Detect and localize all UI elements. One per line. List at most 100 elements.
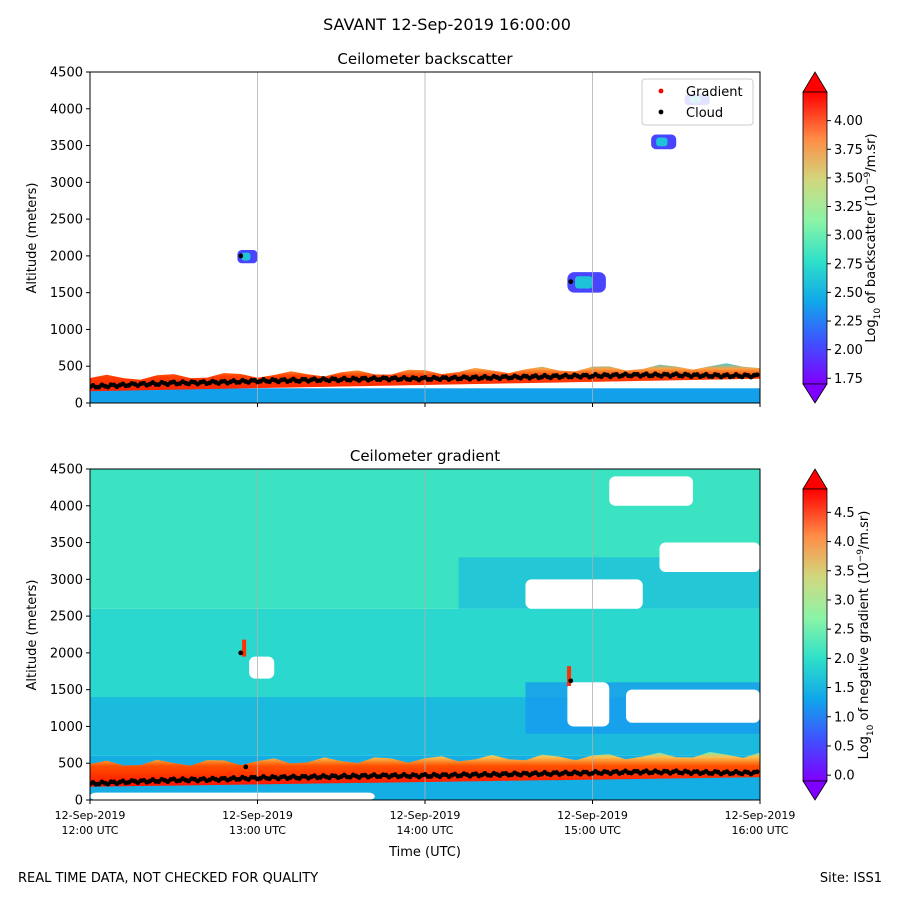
no-data-region <box>249 656 275 679</box>
colorbar-tick-label: 4.0 <box>834 535 855 550</box>
y-tick-label: 1500 <box>50 683 83 698</box>
y-tick-label: 1000 <box>50 323 83 338</box>
y-tick-label: 4500 <box>50 463 83 478</box>
colorbar-tick-label: 3.0 <box>834 593 855 608</box>
cloud-core <box>656 137 668 147</box>
y-tick-label: 0 <box>75 397 83 412</box>
colorbar-tick-label: 4.5 <box>834 506 855 521</box>
colorbar-tick-label: 2.25 <box>834 315 863 330</box>
backscatter-gridlines <box>257 72 593 403</box>
cloud-detection-point <box>568 279 574 285</box>
cloud-core <box>575 276 593 289</box>
gradient-ylabel: Altitude (meters) <box>25 580 40 691</box>
y-tick-label: 1500 <box>50 286 83 301</box>
x-tick-label-time: 16:00 UTC <box>731 824 788 837</box>
gradient-colorbar-label: Log10 of negative gradient (10−9/m.sr) <box>856 511 876 760</box>
legend-gradient-label: Gradient <box>686 85 743 100</box>
no-data-region <box>90 792 375 800</box>
x-tick-label-time: 14:00 UTC <box>396 824 453 837</box>
gradient-cloud-series <box>90 650 760 787</box>
x-tick-label-time: 15:00 UTC <box>564 824 621 837</box>
colorbar-extend-top <box>802 468 828 490</box>
colorbar-tick-label: 2.75 <box>834 257 863 272</box>
y-tick-label: 500 <box>58 757 83 772</box>
gradient-xlabel: Time (UTC) <box>388 845 461 860</box>
colorbar-tick-label: 3.5 <box>834 564 855 579</box>
legend-gradient-marker <box>658 88 664 94</box>
cloud-detection-point <box>243 764 249 770</box>
x-tick-label-date: 12-Sep-2019 <box>390 809 461 822</box>
colorbar-extend-bottom <box>802 383 828 404</box>
colorbar-tick-label: 1.75 <box>834 372 863 387</box>
cloud-gradient-spike <box>242 639 247 657</box>
cloud-base-point <box>754 769 760 775</box>
x-tick-label-date: 12-Sep-2019 <box>222 809 293 822</box>
colorbar-body <box>802 488 828 782</box>
no-data-region <box>567 682 610 727</box>
panel-backscatter: Ceilometer backscatter 0 500 1000 1500 2000 2… <box>25 50 883 412</box>
panel-gradient: Ceilometer gradient 0 500 1000 1500 2000 2500… <box>25 447 876 860</box>
y-tick-label: 3500 <box>50 536 83 551</box>
figure-suptitle: SAVANT 12-Sep-2019 16:00:00 <box>323 15 571 34</box>
backscatter-title: Ceilometer backscatter <box>337 50 513 68</box>
colorbar-tick-label: 2.0 <box>834 652 855 667</box>
y-tick-label: 4000 <box>50 102 83 117</box>
cloud-gradient-spike <box>567 666 572 686</box>
gradient-colorbar-ticks: 0.0 0.5 1.0 1.5 2.0 2.5 3.0 3.5 4.0 4.5 <box>827 506 855 784</box>
colorbar-extend-top <box>802 71 828 93</box>
colorbar-tick-label: 3.00 <box>834 229 863 244</box>
colorbar-tick-label: 2.50 <box>834 286 863 301</box>
gradient-gridlines <box>257 469 593 800</box>
cloud-detection-point <box>568 678 574 684</box>
backscatter-colorbar-ticks: 1.75 2.00 2.25 2.50 2.75 3.00 3.25 3.50 3.75 4.00 <box>827 114 863 387</box>
backscatter-ylabel: Altitude (meters) <box>25 183 40 294</box>
legend-cloud-marker <box>658 109 664 115</box>
y-tick-label: 2000 <box>50 249 83 264</box>
colorbar-tick-label: 4.00 <box>834 114 863 129</box>
no-data-region <box>609 476 693 506</box>
x-tick-label-time: 12:00 UTC <box>61 824 118 837</box>
y-tick-label: 2500 <box>50 610 83 625</box>
colorbar-tick-label: 1.0 <box>834 710 855 725</box>
colorbar-extend-bottom <box>802 780 828 801</box>
y-tick-label: 2000 <box>50 646 83 661</box>
colorbar-tick-label: 3.25 <box>834 200 863 215</box>
y-tick-label: 3000 <box>50 573 83 588</box>
backscatter-colorbar-label: Log10 of backscatter (10−9/m.sr) <box>863 133 883 342</box>
no-data-region <box>626 689 760 723</box>
colorbar-tick-label: 3.50 <box>834 171 863 186</box>
cloud-base-point <box>754 372 760 378</box>
gradient-colorbar: 0.0 0.5 1.0 1.5 2.0 2.5 3.0 3.5 4.0 4.5 Log10 of … <box>802 468 876 801</box>
colorbar-tick-label: 2.00 <box>834 343 863 358</box>
gradient-title: Ceilometer gradient <box>350 447 500 465</box>
footer-disclaimer: REAL TIME DATA, NOT CHECKED FOR QUALITY <box>18 871 318 886</box>
backscatter-x-axis <box>89 403 761 407</box>
y-tick-label: 3500 <box>50 139 83 154</box>
y-tick-label: 1000 <box>50 720 83 735</box>
backscatter-legend: Gradient Cloud <box>641 78 754 126</box>
no-data-region <box>659 542 760 572</box>
no-data-region <box>525 579 643 609</box>
colorbar-tick-label: 1.5 <box>834 681 855 696</box>
cloud-core <box>241 252 251 261</box>
legend-box <box>641 78 754 126</box>
x-tick-label-date: 12-Sep-2019 <box>725 809 796 822</box>
y-tick-label: 500 <box>58 360 83 375</box>
footer-site: Site: ISS1 <box>820 871 882 886</box>
x-tick-label-date: 12-Sep-2019 <box>557 809 628 822</box>
colorbar-tick-label: 0.5 <box>834 739 855 754</box>
backscatter-cloud-series <box>90 253 760 390</box>
y-tick-label: 0 <box>75 794 83 809</box>
cloud-detection-point <box>238 253 244 259</box>
gradient-x-axis: 12-Sep-2019 12:00 UTC 12-Sep-2019 13:00 UTC… <box>55 800 796 837</box>
y-tick-label: 4500 <box>50 66 83 81</box>
colorbar-body <box>802 91 828 385</box>
colorbar-tick-label: 0.0 <box>834 769 855 784</box>
y-tick-label: 3000 <box>50 176 83 191</box>
gradient-y-axis: 0 500 1000 1500 2000 2500 3000 3500 4000 4500 <box>50 463 90 809</box>
y-tick-label: 4000 <box>50 499 83 514</box>
legend-cloud-label: Cloud <box>686 106 723 121</box>
colorbar-tick-label: 2.5 <box>834 623 855 638</box>
x-tick-label-date: 12-Sep-2019 <box>55 809 126 822</box>
